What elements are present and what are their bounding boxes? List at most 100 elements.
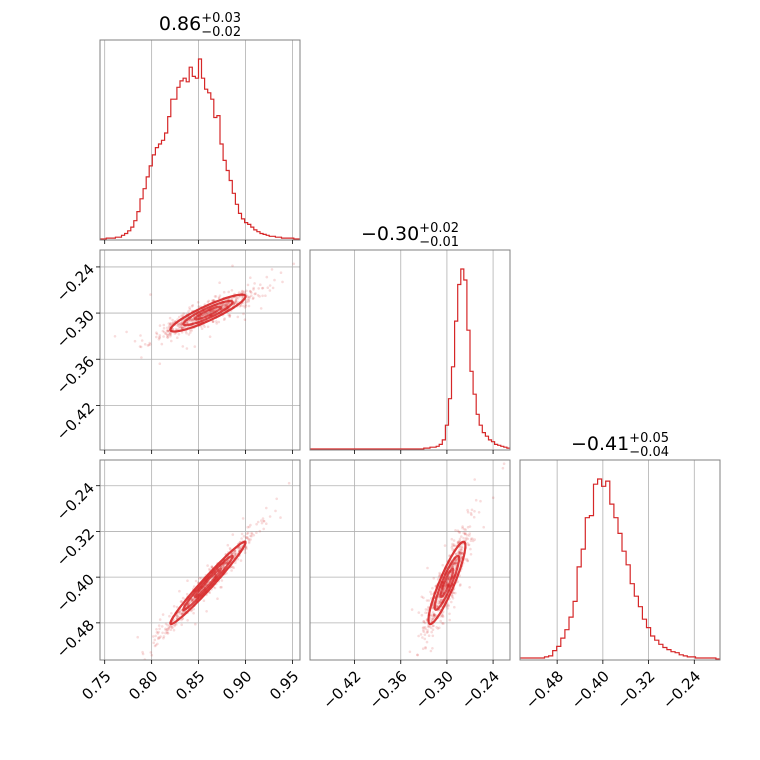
sample-point xyxy=(141,652,145,656)
sample-point xyxy=(454,591,457,595)
sample-point xyxy=(178,323,182,326)
sample-point xyxy=(192,611,195,615)
sample-point xyxy=(442,622,445,625)
sample-point xyxy=(247,538,251,541)
sample-point xyxy=(171,327,175,331)
sample-point xyxy=(253,282,256,285)
sample-point xyxy=(234,553,237,556)
sample-point xyxy=(441,615,445,618)
param-title-2: −0.41+0.05 −0.04 xyxy=(571,431,669,460)
sample-point xyxy=(448,554,451,557)
sample-point xyxy=(235,300,238,304)
sample-point xyxy=(248,525,251,529)
x-tick-label: 0.95 xyxy=(266,667,302,703)
sample-point xyxy=(445,581,449,584)
sample-point xyxy=(460,551,463,554)
x-tick-label: −0.30 xyxy=(412,667,457,712)
sample-point xyxy=(419,633,423,636)
sample-point xyxy=(463,528,466,531)
axes-frame xyxy=(519,459,721,661)
sample-point xyxy=(466,559,469,562)
sample-point xyxy=(164,332,167,335)
contour-level-1 xyxy=(182,299,234,327)
sample-point xyxy=(246,531,250,535)
sample-point xyxy=(231,552,234,556)
sample-point xyxy=(301,255,304,258)
sample-point xyxy=(158,335,161,339)
sample-point xyxy=(227,313,230,317)
sample-point xyxy=(421,626,425,630)
sample-point xyxy=(452,562,456,565)
sample-point xyxy=(466,511,470,514)
sample-point xyxy=(170,339,173,343)
sample-point xyxy=(428,625,431,628)
sample-point xyxy=(427,634,431,637)
sample-point xyxy=(224,562,228,565)
sample-point xyxy=(158,334,162,337)
sample-point xyxy=(423,637,427,641)
sample-point xyxy=(171,318,174,322)
sample-point xyxy=(445,583,448,586)
sample-point xyxy=(250,531,253,535)
sample-point xyxy=(160,342,164,346)
sample-point xyxy=(426,608,430,612)
sample-point xyxy=(161,631,164,635)
sample-point xyxy=(175,616,178,620)
sample-point xyxy=(454,562,457,565)
sample-point xyxy=(238,304,242,308)
sample-point xyxy=(153,638,157,642)
y-tick-label: −0.32 xyxy=(53,525,98,570)
sample-point xyxy=(219,586,222,589)
sample-point xyxy=(223,317,226,320)
sample-point xyxy=(166,628,170,631)
sample-point xyxy=(458,551,462,555)
sample-point xyxy=(139,345,143,349)
sample-point xyxy=(437,601,441,604)
sample-point xyxy=(177,615,180,619)
sample-point xyxy=(172,605,176,608)
sample-point xyxy=(225,561,228,564)
sample-point xyxy=(279,271,283,275)
sample-point xyxy=(466,508,469,512)
sample-point xyxy=(162,330,166,334)
sample-point xyxy=(188,308,192,311)
pair-panel-1-2 xyxy=(309,459,511,664)
sample-point xyxy=(177,333,181,336)
sample-point xyxy=(176,324,180,327)
sample-point xyxy=(264,294,267,298)
sample-point xyxy=(452,539,456,542)
contour-level-2 xyxy=(427,540,467,626)
sample-point xyxy=(211,320,215,324)
sample-point xyxy=(236,297,240,300)
sample-point xyxy=(458,550,462,554)
sample-point xyxy=(189,331,192,334)
sample-point xyxy=(447,604,451,607)
y-tick-label: −0.48 xyxy=(53,616,98,661)
sample-point xyxy=(246,525,249,529)
sample-point xyxy=(166,329,170,333)
sample-point xyxy=(433,613,437,616)
sample-point xyxy=(153,644,157,648)
sample-point xyxy=(178,610,182,614)
sample-point xyxy=(424,608,428,611)
sample-point xyxy=(167,626,171,629)
sample-point xyxy=(220,579,224,582)
sample-point xyxy=(249,523,252,527)
sample-point xyxy=(461,546,464,550)
y-tick-label: −0.42 xyxy=(53,399,98,444)
sample-point xyxy=(431,634,435,638)
sample-point xyxy=(164,627,167,631)
sample-point xyxy=(206,325,210,329)
sample-point xyxy=(180,612,184,616)
sample-point xyxy=(265,275,269,279)
sample-point xyxy=(221,304,225,308)
sample-point xyxy=(245,536,248,539)
sample-point xyxy=(454,561,458,565)
sample-point xyxy=(244,305,248,308)
sample-point xyxy=(445,605,448,608)
sample-point xyxy=(422,620,426,623)
sample-point xyxy=(168,332,171,336)
sample-point xyxy=(250,532,254,536)
sample-point xyxy=(440,612,444,616)
sample-point xyxy=(133,339,137,343)
